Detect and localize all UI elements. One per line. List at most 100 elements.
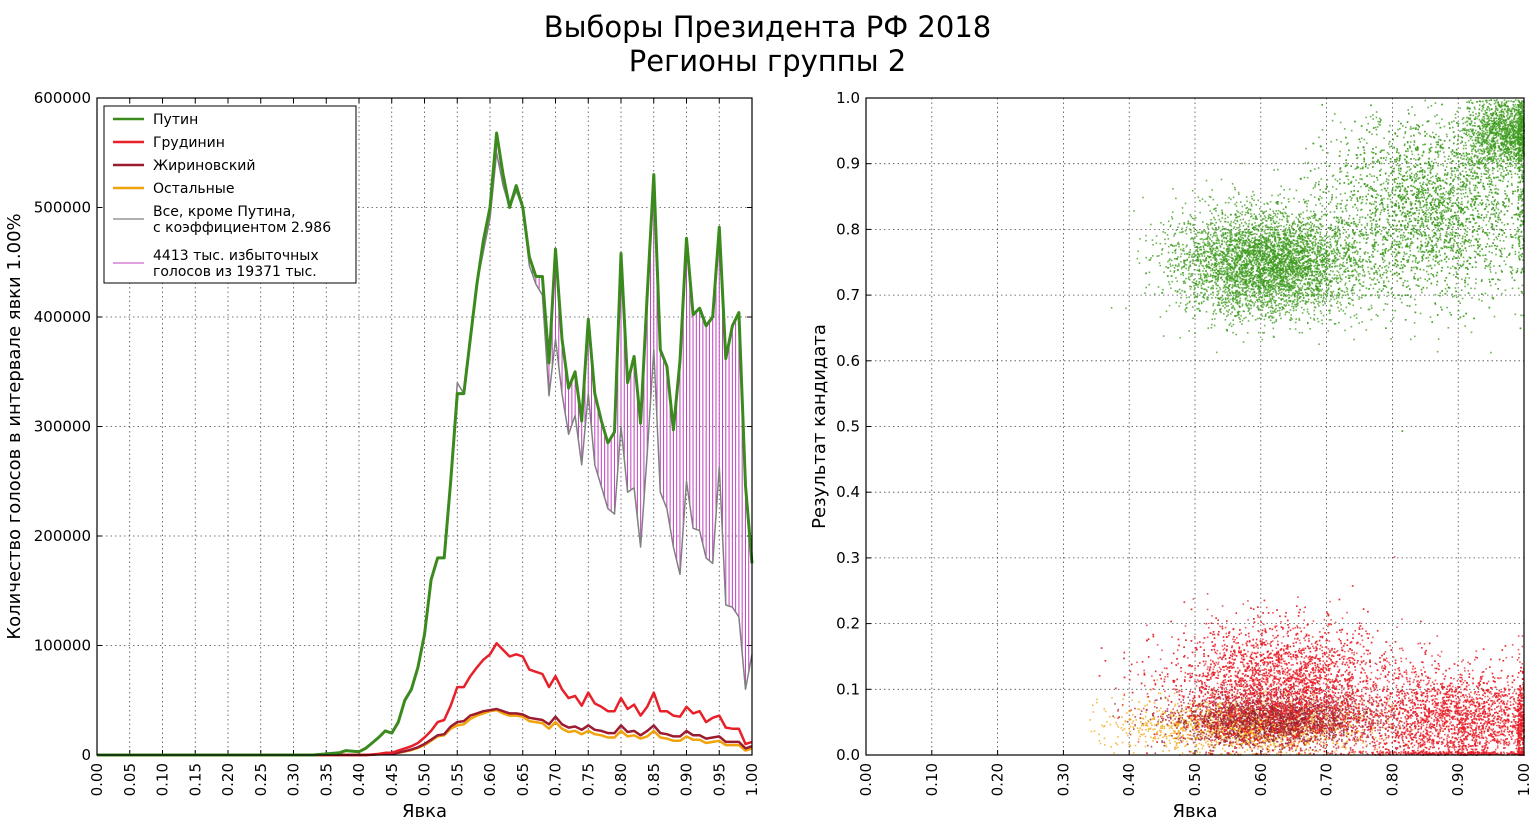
- legend-box: [103, 105, 357, 284]
- scatter-point: [1209, 719, 1212, 721]
- scatter-point: [1178, 705, 1180, 708]
- scatter-point: [1139, 727, 1141, 729]
- scatter-point: [1341, 700, 1343, 703]
- scatter-point: [1264, 742, 1266, 744]
- scatter-chart: 0.00 0.10 0.20 0.30 0.40 0.50 0.60 0.70 0.80 0.90…: [809, 89, 1533, 821]
- scatter-point: [1262, 723, 1265, 725]
- scatter-point: [1182, 739, 1184, 742]
- scatter-point: [1206, 718, 1208, 720]
- scatter-point: [1270, 738, 1273, 740]
- scatter-point: [1263, 696, 1265, 699]
- scatter-point: [1337, 698, 1340, 701]
- scatter-point: [1232, 737, 1234, 739]
- scatter-point: [1228, 744, 1230, 747]
- scatter-point: [1286, 745, 1288, 748]
- scatter-point: [1304, 720, 1306, 723]
- scatter-point: [1305, 748, 1307, 751]
- scatter-point: [1273, 742, 1275, 744]
- scatter-point: [1238, 704, 1240, 706]
- scatter-point: [1226, 717, 1229, 719]
- scatter-point: [1356, 707, 1359, 709]
- scatter-point: [1295, 753, 1298, 755]
- scatter-point: [1345, 735, 1348, 738]
- scatter-point: [1399, 745, 1401, 747]
- scatter-point: [1235, 709, 1238, 711]
- scatter-point: [1176, 709, 1179, 712]
- scatter-point: [1154, 728, 1156, 730]
- scatter-point: [1210, 726, 1213, 728]
- scatter-point: [1239, 743, 1241, 745]
- scatter-point: [1353, 738, 1356, 741]
- scatter-point: [1266, 708, 1269, 710]
- scatter-point: [1191, 729, 1194, 731]
- scatter-point: [1330, 704, 1332, 707]
- scatter-point: [1287, 733, 1289, 736]
- scatter-point: [1195, 743, 1198, 746]
- x-tick-label: 1.00: [743, 763, 761, 796]
- scatter-point: [1103, 725, 1106, 727]
- scatter-point: [1138, 729, 1140, 732]
- scatter-point: [1207, 720, 1209, 722]
- scatter-point: [1319, 697, 1322, 699]
- scatter-point: [1167, 716, 1169, 719]
- scatter-point: [1250, 742, 1252, 744]
- scatter-point: [1141, 722, 1144, 725]
- scatter-point: [1270, 730, 1272, 733]
- x-tick-label: 0.10: [923, 763, 941, 796]
- scatter-point: [1205, 706, 1207, 709]
- scatter-point: [1376, 724, 1379, 726]
- scatter-point: [1249, 740, 1251, 743]
- scatter-point: [1252, 711, 1255, 713]
- scatter-point: [1237, 732, 1239, 735]
- scatter-point: [1323, 729, 1325, 732]
- scatter-point: [1191, 719, 1194, 722]
- scatter-point: [1227, 724, 1229, 726]
- scatter-point: [1351, 701, 1354, 703]
- scatter-point: [1256, 730, 1258, 733]
- scatter-point: [1213, 702, 1215, 704]
- scatter-point: [1132, 726, 1135, 728]
- scatter-point: [1201, 715, 1203, 717]
- scatter-point: [1237, 752, 1239, 755]
- scatter-point: [1152, 728, 1154, 731]
- scatter-point: [1385, 718, 1388, 721]
- scatter-point: [1265, 710, 1268, 712]
- scatter-point: [1126, 712, 1128, 714]
- scatter-point: [1185, 728, 1187, 731]
- scatter-point: [1193, 730, 1195, 732]
- scatter-point: [1149, 700, 1151, 703]
- scatter-point: [1231, 709, 1234, 712]
- scatter-point: [1115, 721, 1117, 724]
- scatter-point: [1277, 737, 1280, 739]
- scatter-point: [1156, 707, 1158, 709]
- scatter-point: [1331, 722, 1334, 725]
- scatter-point: [1137, 708, 1139, 710]
- scatter-point: [1254, 712, 1256, 714]
- scatter-point: [1272, 706, 1274, 708]
- y-tick-label: 500000: [34, 199, 91, 217]
- scatter-point: [1196, 751, 1198, 753]
- scatter-point: [1142, 724, 1145, 727]
- scatter-point: [1173, 692, 1176, 695]
- scatter-point: [1098, 733, 1100, 736]
- scatter-point: [1344, 747, 1347, 750]
- scatter-point: [1375, 700, 1377, 702]
- scatter-point: [1156, 732, 1158, 734]
- scatter-point: [1204, 729, 1206, 731]
- scatter-point: [1289, 739, 1292, 741]
- scatter-point: [1245, 704, 1248, 707]
- scatter-point: [1141, 733, 1144, 736]
- scatter-point: [1326, 680, 1329, 683]
- scatter-point: [1172, 732, 1175, 734]
- scatter-point: [1344, 742, 1347, 745]
- scatter-point: [1257, 736, 1260, 739]
- scatter-point: [1169, 734, 1172, 737]
- scatter-point: [1239, 735, 1242, 738]
- scatter-point: [1234, 738, 1237, 740]
- y-tick-label: 300000: [34, 418, 91, 436]
- scatter-point: [1180, 728, 1183, 730]
- scatter-point: [1344, 746, 1347, 749]
- scatter-point: [1302, 738, 1304, 740]
- scatter-point: [1300, 735, 1303, 737]
- scatter-point: [1249, 746, 1251, 748]
